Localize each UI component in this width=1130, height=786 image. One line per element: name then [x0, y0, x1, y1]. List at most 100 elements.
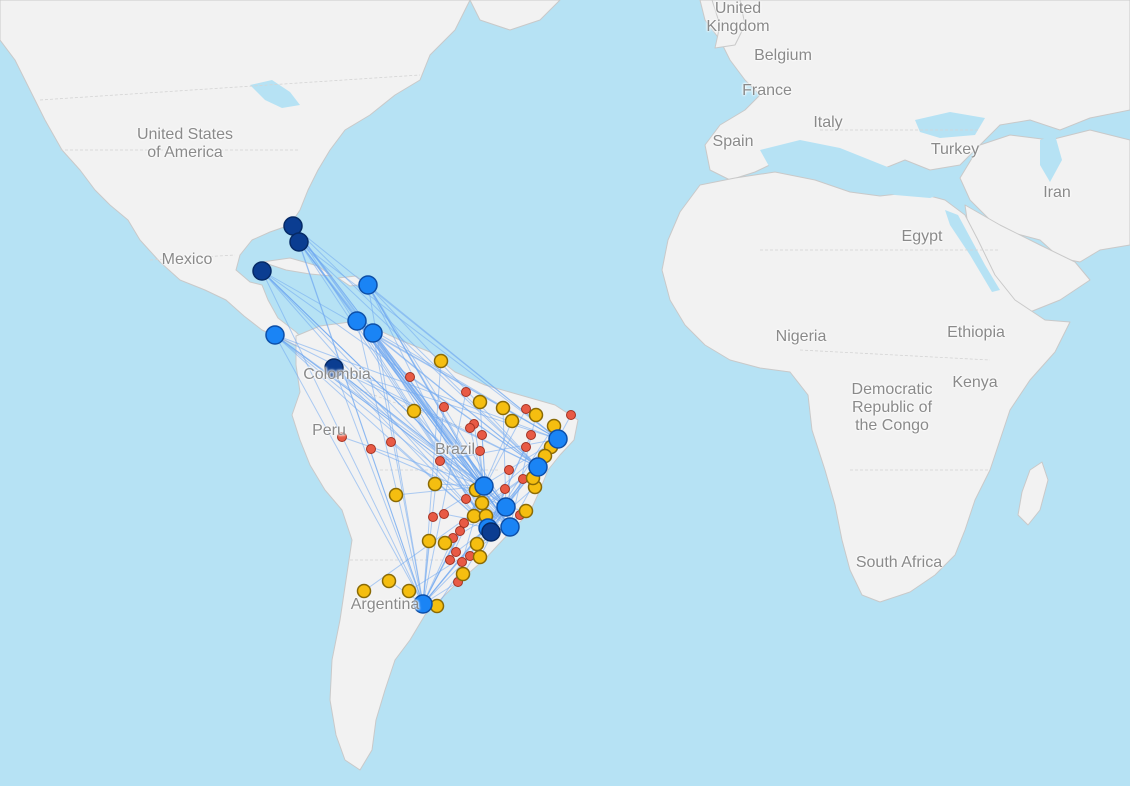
airport-marker-small[interactable]	[459, 518, 469, 528]
airport-marker-small[interactable]	[405, 372, 415, 382]
airport-marker-small[interactable]	[504, 465, 514, 475]
airport-marker-hub[interactable]	[363, 323, 383, 343]
airport-marker-medium[interactable]	[466, 508, 482, 524]
airport-marker-hub[interactable]	[500, 517, 520, 537]
airport-marker-hub[interactable]	[548, 429, 568, 449]
route-line	[274, 334, 489, 529]
airport-marker-hub[interactable]	[265, 325, 285, 345]
route-line	[367, 284, 485, 487]
route-line	[483, 420, 513, 487]
africa-landmass	[661, 171, 1071, 603]
cuba-landmass	[261, 257, 333, 277]
airport-marker-hub[interactable]	[347, 311, 367, 331]
airport-marker-small[interactable]	[439, 509, 449, 519]
route-line	[298, 241, 539, 468]
airport-marker-medium[interactable]	[504, 413, 520, 429]
route-line	[422, 391, 467, 605]
route-line	[367, 284, 539, 468]
route-line	[356, 320, 489, 529]
route-line	[469, 427, 485, 487]
airport-marker-medium[interactable]	[421, 533, 437, 549]
route-line	[298, 241, 489, 529]
asia-landmass	[959, 129, 1130, 263]
airport-marker-hub[interactable]	[413, 594, 433, 614]
airport-marker-small[interactable]	[455, 526, 465, 536]
airport-marker-small[interactable]	[465, 423, 475, 433]
airport-marker-small[interactable]	[477, 430, 487, 440]
route-line	[298, 241, 559, 440]
route-line	[274, 334, 539, 468]
route-line	[298, 241, 485, 487]
airport-marker-small[interactable]	[457, 557, 467, 567]
airport-marker-hub[interactable]	[252, 261, 272, 281]
airport-marker-medium[interactable]	[528, 407, 544, 423]
airport-markers[interactable]	[252, 216, 576, 614]
mediterranean-sea	[760, 140, 960, 198]
north-america-landmass	[0, 0, 471, 349]
airport-marker-medium[interactable]	[388, 487, 404, 503]
red-sea	[945, 210, 1000, 292]
airport-marker-small[interactable]	[435, 456, 445, 466]
route-line	[422, 530, 461, 605]
airport-marker-small[interactable]	[566, 410, 576, 420]
route-line	[372, 332, 539, 468]
route-line	[333, 367, 485, 487]
airport-marker-small[interactable]	[451, 547, 461, 557]
airport-marker-small[interactable]	[526, 430, 536, 440]
route-line	[333, 367, 424, 605]
airport-marker-medium[interactable]	[495, 400, 511, 416]
airport-marker-small[interactable]	[366, 444, 376, 454]
airport-marker-small[interactable]	[337, 432, 347, 442]
airport-marker-medium[interactable]	[433, 353, 449, 369]
airport-marker-hub[interactable]	[474, 476, 494, 496]
airport-marker-medium[interactable]	[474, 495, 490, 511]
airport-marker-hub[interactable]	[289, 232, 309, 252]
madagascar-landmass	[1017, 461, 1049, 526]
route-line	[292, 225, 539, 468]
route-line	[439, 438, 559, 462]
airport-marker-hub[interactable]	[481, 522, 501, 542]
airport-marker-small[interactable]	[521, 404, 531, 414]
airport-marker-hub[interactable]	[528, 457, 548, 477]
uk-landmass	[711, 0, 746, 49]
airport-marker-medium[interactable]	[469, 536, 485, 552]
airport-marker-medium[interactable]	[472, 549, 488, 565]
airport-marker-medium[interactable]	[401, 583, 417, 599]
airport-marker-small[interactable]	[500, 484, 510, 494]
airport-marker-small[interactable]	[428, 512, 438, 522]
airport-marker-small[interactable]	[439, 402, 449, 412]
route-line	[261, 270, 511, 528]
airport-marker-medium[interactable]	[518, 503, 534, 519]
arctic-landmass	[469, 0, 561, 31]
route-line	[274, 334, 424, 605]
airport-marker-medium[interactable]	[427, 476, 443, 492]
airport-marker-hub[interactable]	[496, 497, 516, 517]
airport-marker-medium[interactable]	[437, 535, 453, 551]
route-line	[413, 410, 511, 528]
route-line	[274, 334, 507, 508]
airport-marker-medium[interactable]	[406, 403, 422, 419]
airport-marker-small[interactable]	[461, 387, 471, 397]
airport-marker-hub[interactable]	[324, 358, 344, 378]
route-line	[292, 225, 507, 508]
airport-marker-medium[interactable]	[356, 583, 372, 599]
airport-marker-small[interactable]	[461, 494, 471, 504]
airport-marker-medium[interactable]	[455, 566, 471, 582]
black-sea	[915, 112, 985, 138]
caspian-sea	[1040, 135, 1062, 182]
route-line	[298, 241, 424, 605]
airport-marker-hub[interactable]	[358, 275, 378, 295]
great-lakes	[250, 80, 300, 108]
airport-marker-small[interactable]	[475, 446, 485, 456]
route-line	[422, 406, 445, 605]
airport-marker-medium[interactable]	[381, 573, 397, 589]
route-line	[372, 332, 424, 605]
airport-marker-small[interactable]	[445, 555, 455, 565]
airport-marker-small[interactable]	[386, 437, 396, 447]
airport-marker-small[interactable]	[521, 442, 531, 452]
route-line	[462, 506, 507, 575]
airport-marker-medium[interactable]	[472, 394, 488, 410]
route-line	[432, 438, 559, 518]
